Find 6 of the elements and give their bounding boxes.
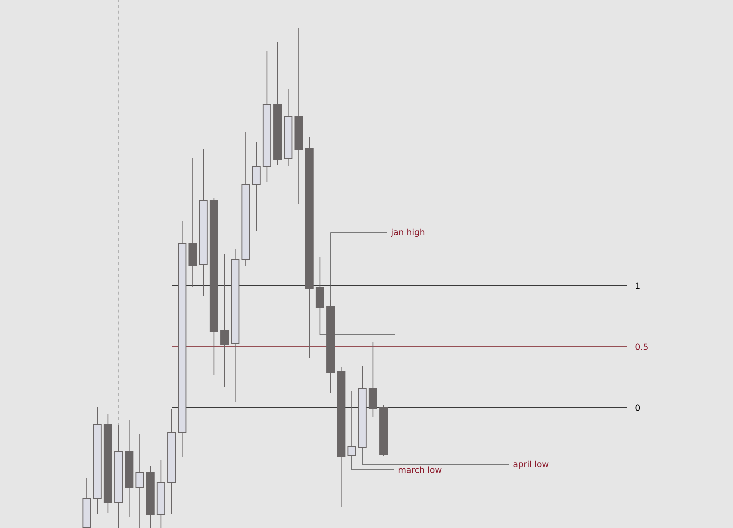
text: 0 <box>636 404 640 412</box>
text: 1 <box>636 282 640 290</box>
text: jan high <box>391 228 425 238</box>
text: 0.5 <box>636 344 648 350</box>
text: march low <box>398 466 442 474</box>
text: april low <box>514 460 549 470</box>
